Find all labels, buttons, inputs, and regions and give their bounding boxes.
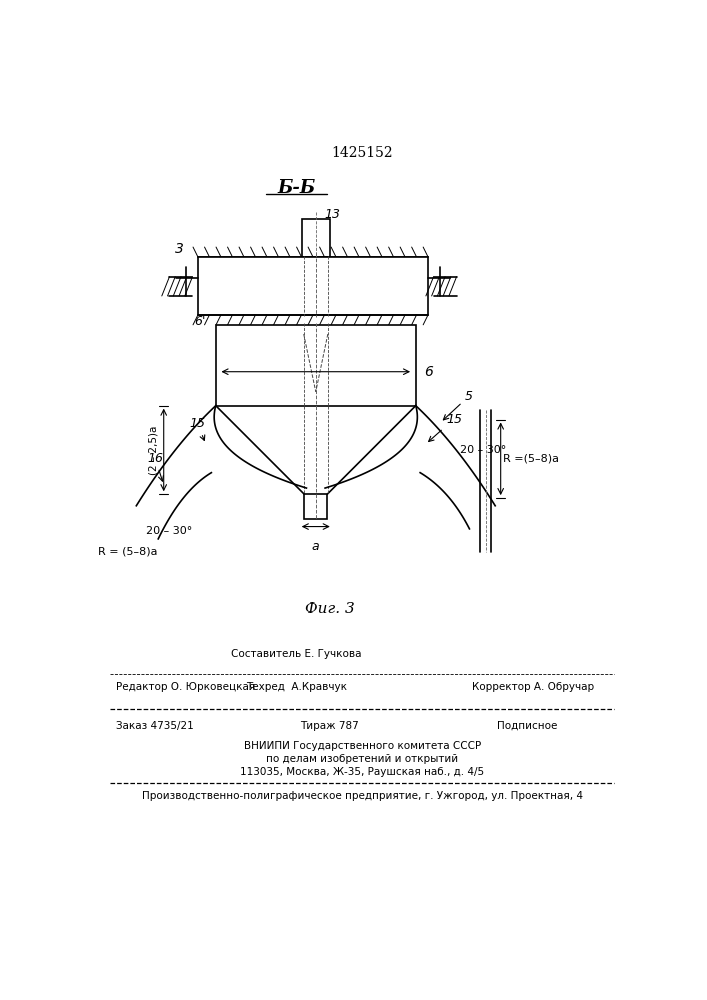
Text: R =(5–8)а: R =(5–8)а: [503, 454, 559, 464]
Bar: [198, 257, 428, 315]
Bar: [216, 325, 416, 406]
Text: 15: 15: [189, 417, 206, 440]
Text: Редактор О. Юрковецкая: Редактор О. Юрковецкая: [116, 682, 255, 692]
Text: ВНИИПИ Государственного комитета СССР: ВНИИПИ Государственного комитета СССР: [244, 741, 481, 751]
Text: Б-Б: Б-Б: [277, 179, 316, 197]
Text: 20 – 30°: 20 – 30°: [146, 526, 192, 536]
Bar: [301, 219, 330, 257]
Text: (2 – 2,5)а: (2 – 2,5)а: [149, 425, 159, 475]
Text: 15: 15: [428, 413, 462, 442]
Text: 13: 13: [324, 208, 340, 221]
Text: Производственно-полиграфическое предприятие, г. Ужгород, ул. Проектная, 4: Производственно-полиграфическое предприя…: [142, 791, 583, 801]
Text: 113035, Москва, Ж-35, Раушская наб., д. 4/5: 113035, Москва, Ж-35, Раушская наб., д. …: [240, 767, 484, 777]
Text: 16: 16: [147, 452, 163, 481]
Text: а: а: [312, 540, 320, 553]
Text: 20 – 30°: 20 – 30°: [460, 445, 506, 455]
Text: 1425152: 1425152: [332, 146, 393, 160]
Text: Техред  А.Кравчук: Техред А.Кравчук: [246, 682, 347, 692]
Text: R = (5–8)а: R = (5–8)а: [98, 547, 158, 557]
Text: Корректор А. Обручар: Корректор А. Обручар: [472, 682, 594, 692]
Text: Тираж 787: Тираж 787: [300, 721, 359, 731]
Text: Фиг. 3: Фиг. 3: [305, 602, 354, 616]
Text: Составитель Е. Гучкова: Составитель Е. Гучкова: [231, 649, 362, 659]
Text: 6: 6: [424, 365, 433, 379]
Bar: [304, 494, 327, 519]
Text: Подписное: Подписное: [496, 721, 557, 731]
Text: 5: 5: [443, 390, 473, 420]
Text: 3: 3: [175, 242, 185, 256]
Text: по делам изобретений и открытий: по делам изобретений и открытий: [267, 754, 458, 764]
Text: 6': 6': [194, 315, 206, 328]
Text: Заказ 4735/21: Заказ 4735/21: [116, 721, 194, 731]
